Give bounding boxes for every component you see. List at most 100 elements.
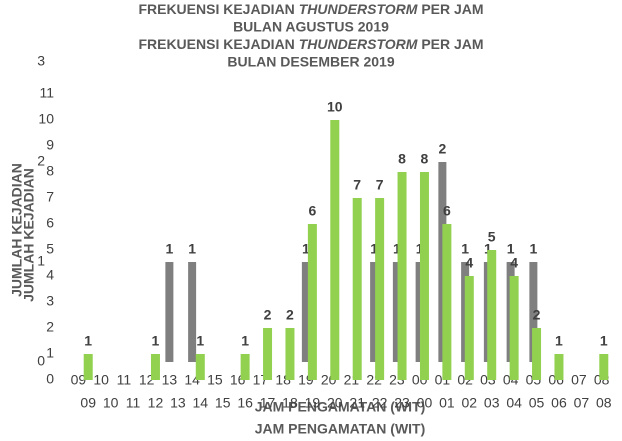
data-label: 1	[461, 241, 469, 257]
y-axis-label: JUMLAH KEJADIAN	[21, 168, 37, 302]
bar	[165, 262, 174, 362]
x-tick-label: 20	[327, 395, 343, 411]
bar	[263, 328, 273, 380]
bar	[599, 354, 609, 380]
y-tick-label: 6	[46, 215, 54, 231]
data-label: 1	[165, 241, 173, 257]
bar	[532, 328, 542, 380]
x-axis-label: JAM PENGAMATAN (WIT)	[255, 399, 426, 415]
x-tick-label: 21	[349, 395, 365, 411]
y-tick-label: 2	[46, 319, 54, 335]
data-label: 1	[507, 241, 515, 257]
data-label: 1	[370, 241, 378, 257]
x-axis-label: JAM PENGAMATAN (WIT)	[255, 421, 426, 437]
data-label: 6	[308, 203, 316, 219]
title-part: FREKUENSI KEJADIAN	[138, 1, 294, 17]
data-label: 1	[302, 241, 310, 257]
data-label: 7	[353, 177, 361, 193]
x-tick-label: 09	[71, 372, 87, 388]
bar	[370, 262, 379, 362]
title-part: THUNDERSTORM	[299, 36, 418, 52]
bar	[442, 224, 452, 380]
y-tick-label: 8	[46, 163, 54, 179]
bar	[464, 276, 474, 380]
bar	[188, 262, 197, 362]
x-tick-label: 15	[207, 372, 223, 388]
bar	[554, 354, 564, 380]
bar	[392, 262, 401, 362]
x-tick-label: 18	[282, 395, 298, 411]
y-tick-label: 5	[46, 241, 54, 257]
x-tick-label: 12	[148, 395, 164, 411]
data-label: 1	[196, 333, 204, 349]
bar	[150, 354, 160, 380]
data-label: 1	[393, 241, 401, 257]
bar	[415, 262, 424, 362]
x-tick-label: 23	[394, 395, 410, 411]
x-tick-label: 17	[260, 395, 276, 411]
x-tick-label: 07	[571, 372, 587, 388]
x-tick-label: 12	[139, 372, 155, 388]
x-tick-label: 13	[162, 372, 178, 388]
x-tick-label: 16	[237, 395, 253, 411]
data-label: 8	[421, 151, 429, 167]
bar	[240, 354, 250, 380]
y-tick-label: 3	[46, 293, 54, 309]
y-tick-label: 4	[46, 267, 54, 283]
y-tick-label: 1	[37, 253, 45, 269]
bar	[529, 262, 538, 362]
data-label: 5	[488, 229, 496, 245]
title-part: PER JAM	[421, 36, 483, 52]
bar	[509, 276, 519, 380]
y-tick-label: 2	[37, 153, 45, 169]
data-label: 1	[188, 241, 196, 257]
data-label: 8	[398, 151, 406, 167]
x-tick-label: 10	[93, 372, 109, 388]
data-label: 4	[510, 255, 518, 271]
x-tick-label: 07	[574, 395, 590, 411]
x-tick-label: 13	[170, 395, 186, 411]
x-tick-label: 00	[417, 395, 433, 411]
x-tick-label: 01	[439, 395, 455, 411]
bar	[301, 262, 310, 362]
chart-title: FREKUENSI KEJADIAN THUNDERSTORM PER JAM	[138, 1, 483, 17]
x-tick-label: 11	[117, 372, 132, 388]
x-tick-label: 04	[506, 395, 522, 411]
title-part: THUNDERSTORM	[299, 1, 418, 17]
data-label: 1	[529, 241, 537, 257]
bar	[375, 198, 385, 380]
data-label: 1	[555, 333, 563, 349]
y-tick-label: 0	[37, 353, 45, 369]
data-label: 4	[465, 255, 473, 271]
x-tick-label: 14	[193, 395, 209, 411]
x-tick-label: 11	[126, 395, 141, 411]
data-label: 2	[438, 141, 446, 157]
x-tick-label: 09	[80, 395, 96, 411]
y-tick-label: 10	[38, 111, 54, 127]
x-tick-label: 22	[372, 395, 388, 411]
data-label: 7	[376, 177, 384, 193]
y-tick-label: 7	[46, 189, 54, 205]
data-label: 1	[152, 333, 160, 349]
data-label: 1	[484, 241, 492, 257]
y-tick-label: 0	[46, 371, 54, 387]
chart-subtitle: BULAN DESEMBER 2019	[227, 54, 394, 70]
x-tick-label: 02	[462, 395, 478, 411]
bar	[307, 224, 317, 380]
bar	[397, 172, 407, 380]
bar	[487, 250, 497, 380]
title-part: PER JAM	[421, 1, 483, 17]
data-label: 1	[241, 333, 249, 349]
y-tick-label: 11	[39, 85, 54, 101]
x-tick-label: 08	[596, 395, 612, 411]
title-part: FREKUENSI KEJADIAN	[138, 36, 294, 52]
data-label: 2	[264, 307, 272, 323]
data-label: 1	[416, 241, 424, 257]
bar	[330, 120, 340, 380]
data-label: 1	[84, 333, 92, 349]
x-tick-label: 15	[215, 395, 231, 411]
bar	[419, 172, 429, 380]
